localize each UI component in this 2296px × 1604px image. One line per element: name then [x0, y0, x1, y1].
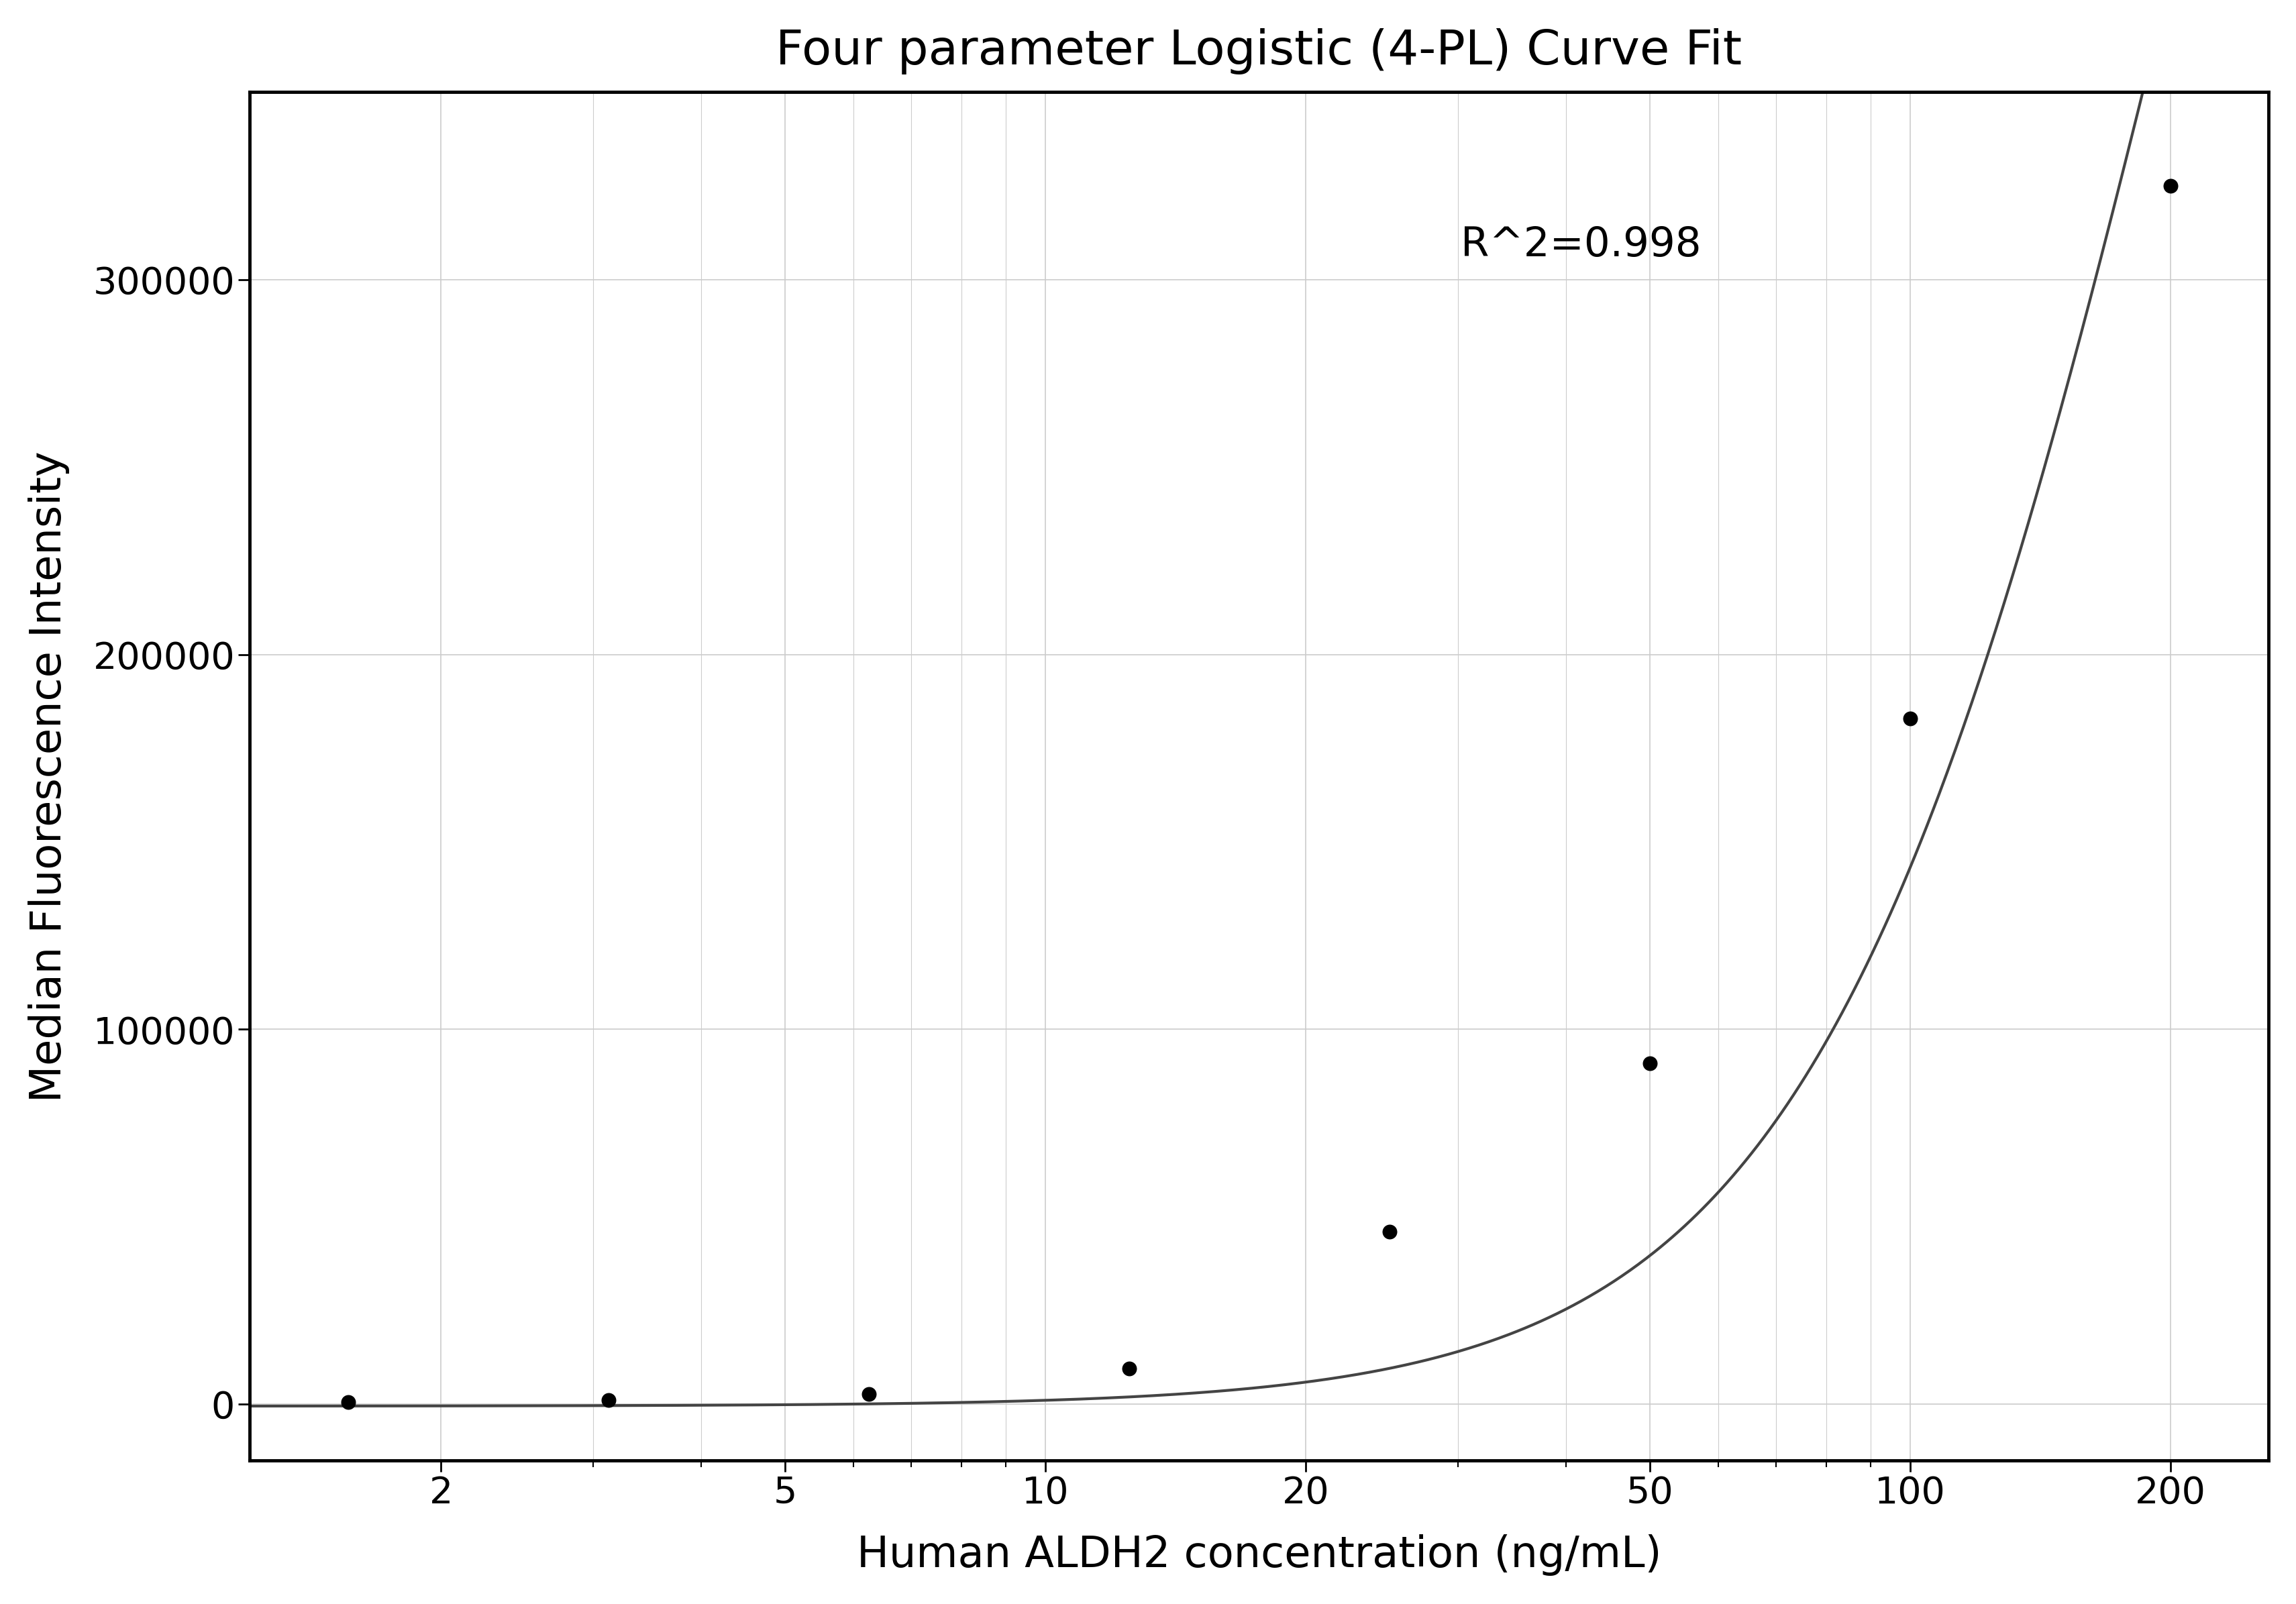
Point: [590, 1387, 627, 1413]
Point: [850, 1381, 886, 1407]
Point: [1892, 706, 1929, 731]
Text: R^2=0.998: R^2=0.998: [1460, 226, 1701, 265]
Point: [331, 1389, 367, 1415]
Point: [2151, 173, 2188, 199]
Point: [1630, 1051, 1667, 1076]
Point: [1371, 1219, 1407, 1245]
X-axis label: Human ALDH2 concentration (ng/mL): Human ALDH2 concentration (ng/mL): [856, 1535, 1660, 1577]
Title: Four parameter Logistic (4-PL) Curve Fit: Four parameter Logistic (4-PL) Curve Fit: [776, 27, 1743, 74]
Y-axis label: Median Fluorescence Intensity: Median Fluorescence Intensity: [28, 451, 69, 1102]
Point: [1111, 1355, 1148, 1381]
